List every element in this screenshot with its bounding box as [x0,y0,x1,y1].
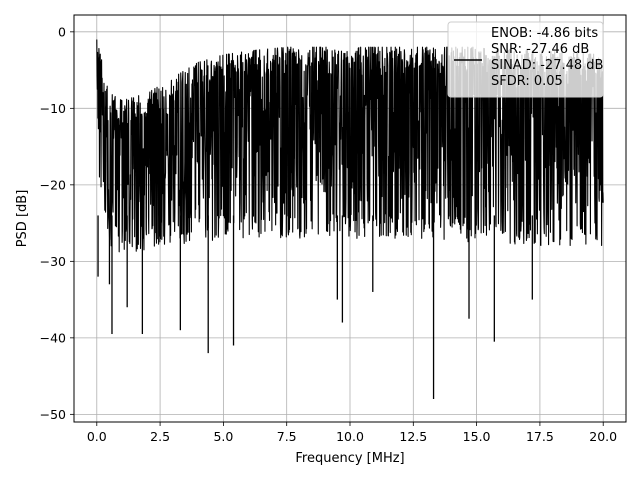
y-tick-label: −40 [40,330,66,345]
x-tick-label: 12.5 [399,429,427,444]
legend-entry: SINAD: -27.48 dB [491,58,603,73]
x-tick-label: 2.5 [150,429,170,444]
y-tick-label: −10 [40,101,66,116]
x-tick-label: 20.0 [589,429,617,444]
legend-box [447,21,604,98]
legend-entry: ENOB: -4.86 bits [491,26,598,41]
x-tick-label: 7.5 [277,429,297,444]
psd-trace [96,39,604,253]
legend-entry: SNR: -27.46 dB [491,42,589,57]
y-tick-label: 0 [58,24,66,39]
y-tick-label: −20 [40,177,66,192]
legend-entry: SFDR: 0.05 [491,74,563,89]
x-tick-label: 0.0 [87,429,107,444]
x-tick-label: 10.0 [336,429,364,444]
x-tick-label: 15.0 [463,429,491,444]
x-tick-label: 17.5 [526,429,554,444]
series-layer [96,39,604,400]
y-tick-label: −30 [40,254,66,269]
x-tick-label: 5.0 [213,429,233,444]
y-axis-label: PSD [dB] [15,190,30,248]
x-axis-label: Frequency [MHz] [295,451,404,466]
ticks-layer: 0.0 2.5 5.0 7.5 10.0 12.5 15.0 17.5 20.0 0 −10 −20 −… [40,24,618,444]
y-tick-label: −50 [40,407,66,422]
